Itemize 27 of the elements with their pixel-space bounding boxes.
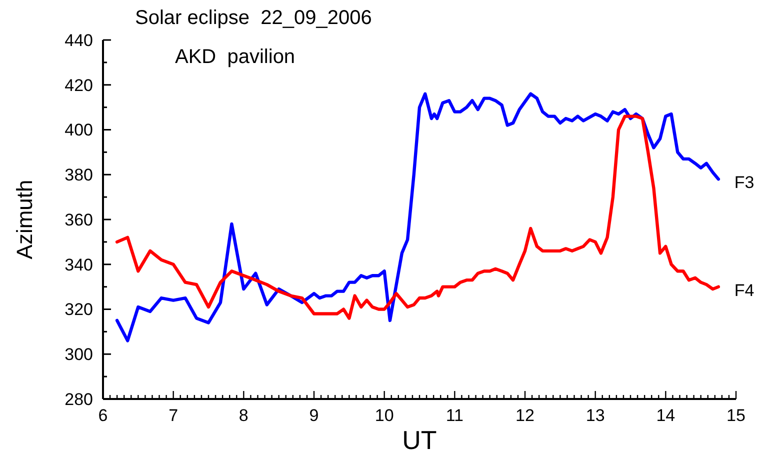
series-label: F4 (734, 280, 754, 300)
y-axis-title: Azimuth (12, 180, 37, 260)
y-tick-label: 280 (64, 390, 93, 409)
chart-title: Solar eclipse 22_09_2006 (135, 7, 372, 29)
y-tick-label: 420 (64, 76, 93, 95)
x-tick-label: 11 (446, 406, 464, 425)
chart-subtitle: AKD pavilion (175, 46, 296, 68)
x-tick-label: 6 (98, 406, 108, 425)
line-series (115, 114, 720, 320)
x-tick-label: 13 (586, 406, 605, 425)
x-axis-title: UT (402, 425, 437, 455)
x-tick-label: 15 (726, 406, 746, 425)
x-tick-label: 12 (516, 406, 534, 425)
y-tick-label: 400 (64, 120, 93, 140)
x-tick-label: 8 (238, 406, 248, 425)
y-tick-label: 360 (64, 210, 93, 230)
y-tick-label: 320 (64, 300, 93, 320)
y-tick-label: 300 (64, 345, 93, 364)
x-tick-label: 10 (374, 406, 394, 425)
x-tick-label: 14 (656, 406, 676, 425)
y-tick-label: 340 (64, 255, 93, 274)
line-series (115, 92, 720, 342)
series-label: F3 (734, 173, 754, 192)
x-tick-label: 7 (168, 406, 178, 425)
y-tick-label: 380 (64, 166, 93, 185)
x-tick-label: 9 (309, 406, 319, 425)
y-tick-label: 440 (64, 30, 93, 50)
